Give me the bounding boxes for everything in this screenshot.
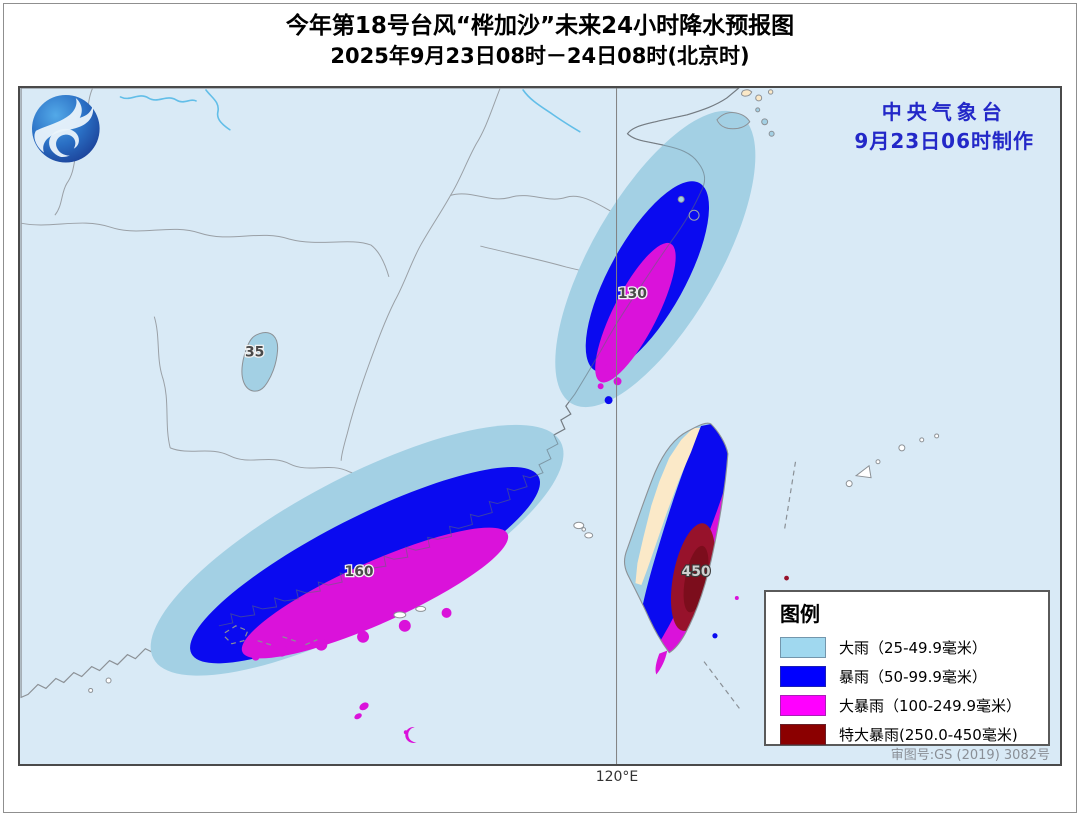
page-subtitle: 2025年9月23日08时－24日08时(北京时) — [330, 43, 750, 68]
legend-item-label: 特大暴雨(250.0-450毫米) — [839, 726, 1018, 744]
legend-item-heavy-rain: 大雨（25-49.9毫米） — [766, 633, 1048, 662]
taiwan-rain-value: 450 — [682, 564, 711, 580]
legend-item-severe-rainstorm: 特大暴雨(250.0-450毫米) — [766, 720, 1048, 749]
meridian-label: 120°E — [595, 769, 639, 785]
dashed-boundaries — [224, 461, 797, 711]
south-band-rain-value: 160 — [345, 564, 374, 580]
legend-item-rainstorm: 暴雨（50-99.9毫米） — [766, 662, 1048, 691]
agency-issue-time: 9月23日06时制作 — [854, 129, 1034, 153]
lake-rain-value: 35 — [245, 344, 264, 360]
title-block: 今年第18号台风“桦加沙”未来24小时降水预报图 2025年9月23日08时－2… — [0, 12, 1080, 71]
legend-title: 图例 — [780, 602, 820, 626]
legend-item-label: 大雨（25-49.9毫米） — [839, 639, 987, 657]
legend-item-heavy-rainstorm: 大暴雨（100-249.9毫米） — [766, 691, 1048, 720]
lake — [241, 332, 279, 392]
legend-item-label: 大暴雨（100-249.9毫米） — [839, 697, 1021, 715]
agency-name: 中央气象台 — [881, 100, 1007, 124]
rivers — [119, 89, 581, 133]
severe-rainstorm-swatch — [780, 724, 826, 745]
rainstorm-swatch — [780, 666, 826, 687]
page-title: 今年第18号台风“桦加沙”未来24小时降水预报图 — [285, 13, 795, 39]
legend-item-label: 暴雨（50-99.9毫米） — [839, 668, 987, 686]
heavy-rain-swatch — [780, 637, 826, 658]
north-band-rain-value: 130 — [618, 286, 647, 302]
forecast-map: 35 130 160 450 中央气象台 9月23日06时制作 图例 大雨（25… — [18, 86, 1062, 766]
heavy-rainstorm-swatch — [780, 695, 826, 716]
agency-stamp: 中央气象台 9月23日06时制作 — [854, 96, 1034, 154]
scattered-islets — [88, 89, 940, 743]
cma-logo — [32, 94, 100, 163]
legend: 图例 大雨（25-49.9毫米） 暴雨（50-99.9毫米） 大暴雨（100-2… — [764, 590, 1050, 746]
map-review-number: 审图号:GS (2019) 3082号 — [890, 748, 1050, 763]
coastline-overlay — [218, 88, 740, 627]
